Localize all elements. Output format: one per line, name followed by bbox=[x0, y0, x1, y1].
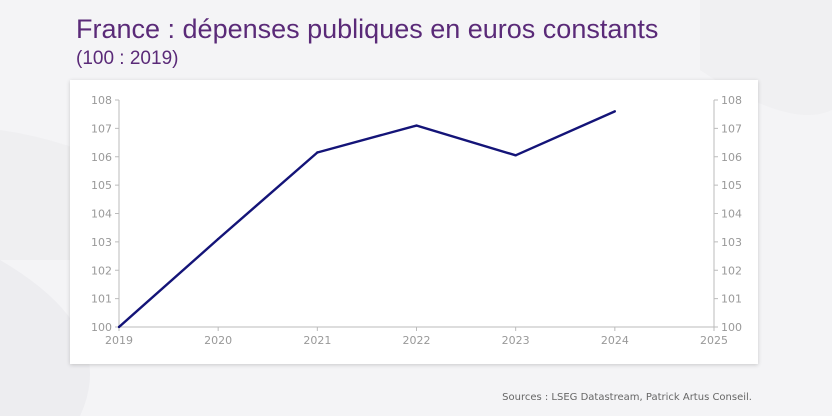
data-point bbox=[415, 124, 418, 127]
x-tick-label: 2023 bbox=[502, 334, 530, 347]
y-tick-label-left: 108 bbox=[91, 94, 112, 107]
y-tick-label-right: 106 bbox=[721, 151, 742, 164]
y-tick-label-left: 103 bbox=[91, 236, 112, 249]
x-tick-label: 2021 bbox=[303, 334, 331, 347]
right-y-ticks: 100 101 102 103 104 105 106 107 108 bbox=[714, 94, 742, 334]
y-tick-label-right: 108 bbox=[721, 94, 742, 107]
y-tick-label-right: 104 bbox=[721, 208, 742, 221]
y-tick-label-left: 100 bbox=[91, 321, 112, 334]
series-points bbox=[117, 110, 617, 329]
data-point bbox=[514, 154, 517, 157]
page-title: France : dépenses publiques en euros con… bbox=[76, 14, 659, 44]
series-line bbox=[118, 110, 616, 328]
data-point bbox=[216, 237, 220, 241]
left-y-ticks: 100 101 102 103 104 105 106 107 108 bbox=[91, 94, 119, 334]
line-chart: 100 101 102 103 104 105 106 107 108 100 101 102 103… bbox=[91, 94, 742, 347]
x-ticks: 2019 2020 2021 2022 2023 2024 2025 bbox=[105, 327, 728, 347]
y-tick-label-left: 102 bbox=[91, 264, 112, 277]
x-tick-label: 2022 bbox=[403, 334, 431, 347]
data-point bbox=[613, 110, 617, 113]
y-tick-label-right: 102 bbox=[721, 264, 742, 277]
y-tick-label-right: 101 bbox=[721, 293, 742, 306]
data-point bbox=[117, 325, 121, 329]
y-tick-label-right: 107 bbox=[721, 122, 742, 135]
data-point bbox=[316, 151, 319, 154]
sources-note: Sources : LSEG Datastream, Patrick Artus… bbox=[502, 392, 752, 403]
y-tick-label-left: 106 bbox=[91, 151, 112, 164]
x-tick-label: 2025 bbox=[700, 334, 728, 347]
x-tick-label: 2019 bbox=[105, 334, 133, 347]
y-tick-label-left: 105 bbox=[91, 179, 112, 192]
x-tick-label: 2024 bbox=[601, 334, 629, 347]
y-tick-label-right: 100 bbox=[721, 321, 742, 334]
y-tick-label-left: 101 bbox=[91, 293, 112, 306]
y-tick-label-right: 105 bbox=[721, 179, 742, 192]
y-tick-label-right: 103 bbox=[721, 236, 742, 249]
x-tick-label: 2020 bbox=[204, 334, 232, 347]
chart-panel: 100 101 102 103 104 105 106 107 108 100 101 102 103… bbox=[70, 80, 758, 364]
page-subtitle: (100 : 2019) bbox=[76, 48, 179, 69]
y-tick-label-left: 107 bbox=[91, 122, 112, 135]
y-tick-label-left: 104 bbox=[91, 208, 112, 221]
